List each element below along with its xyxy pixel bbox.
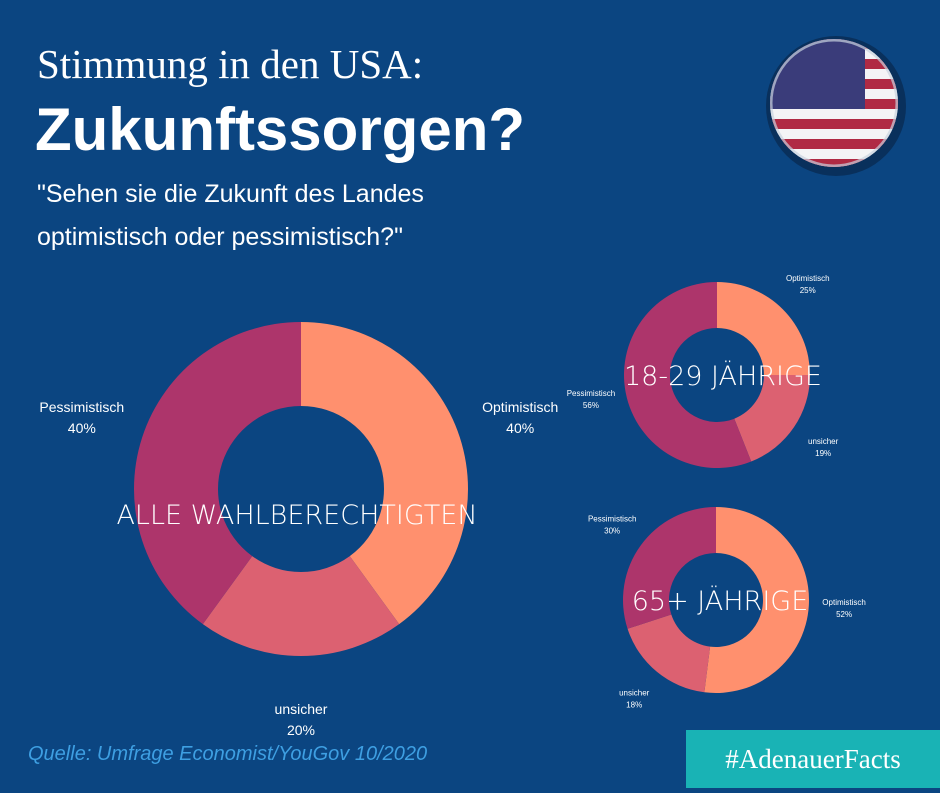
subtitle-line: "Sehen sie die Zukunft des Landes [37,180,424,208]
segment-value: 40% [68,420,96,436]
hashtag-box [686,730,940,788]
donut-segment [623,507,716,629]
segment-value: 18% [626,701,642,710]
source: Quelle: Umfrage Economist/YouGov 10/2020 [28,743,427,765]
segment-label: Optimistisch [482,399,558,415]
segment-value: 56% [583,401,599,410]
segment-label: Pessimistisch [39,399,124,415]
subtitle-line: optimistisch oder pessimistisch?" [37,223,403,251]
segment-value: 20% [287,722,315,738]
donut-segment [301,322,469,625]
hashtag: #AdenauerFacts [725,744,900,774]
donut-segment [704,507,809,693]
donut-segment [717,282,810,375]
donut-segment [202,556,400,656]
title-main: Zukunftssorgen? [35,96,525,163]
donut-segment [133,322,301,625]
segment-label: Pessimistisch [567,389,615,398]
segment-label: unsicher [275,701,328,717]
donut-segment [627,614,711,693]
segment-value: 25% [800,286,816,295]
segment-value: 19% [815,449,831,458]
donut-segment [624,282,752,469]
segment-label: unsicher [619,689,650,698]
chart-title: 65+ JÄHRIGE [632,585,809,617]
chart-title: 18-29 JÄHRIGE [624,360,822,392]
donut-segment [734,375,810,462]
segment-value: 52% [836,610,852,619]
segment-label: unsicher [808,437,839,446]
segment-label: Optimistisch [786,274,830,283]
title-top: Stimmung in den USA: [37,41,423,87]
segment-value: 30% [604,526,620,535]
segment-value: 40% [506,420,534,436]
flag [766,36,906,176]
chart-title: ALLE WAHLBERECHTIGTEN [116,500,477,531]
segment-label: Pessimistisch [588,514,636,523]
segment-label: Optimistisch [822,598,866,607]
